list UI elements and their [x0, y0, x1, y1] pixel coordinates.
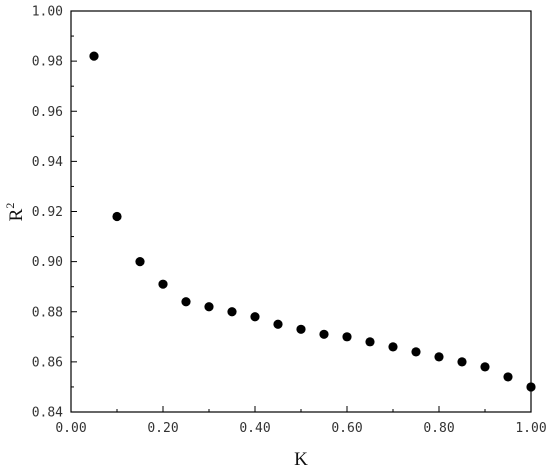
data-point [227, 307, 237, 317]
y-tick-label: 0.84 [32, 406, 63, 421]
data-point [112, 211, 122, 222]
x-tick-label: 0.00 [55, 421, 86, 436]
y-axis-title-main: R [6, 208, 27, 221]
y-tick-label: 0.90 [32, 255, 63, 270]
x-tick-label: 0.60 [331, 421, 362, 436]
x-tick-label: 0.80 [423, 421, 454, 436]
data-point [158, 279, 168, 289]
data-point [250, 312, 260, 322]
y-axis-title-superscript: 2 [3, 203, 17, 209]
y-tick-label: 0.92 [32, 205, 63, 220]
x-axis: 0.00 0.20 0.40 0.60 0.80 1.00 [55, 406, 547, 436]
y-tick-label: 1.00 [32, 5, 63, 20]
y-tick-label: 0.88 [32, 305, 63, 320]
data-point [342, 332, 352, 342]
y-tick-label: 0.98 [32, 55, 63, 70]
data-point [388, 342, 398, 352]
data-point [411, 347, 421, 357]
data-point [503, 372, 513, 382]
data-point [480, 362, 490, 372]
data-point [89, 51, 99, 61]
data-point [319, 329, 329, 339]
plot-frame [70, 10, 532, 413]
data-point [365, 337, 375, 347]
y-tick-label: 0.86 [32, 355, 63, 370]
data-point [296, 324, 306, 334]
y-axis-title: R2 [3, 203, 27, 222]
data-point [526, 382, 536, 392]
data-point [181, 297, 191, 307]
x-tick-label: 0.40 [239, 421, 270, 436]
x-tick-label: 1.00 [515, 421, 546, 436]
data-point [204, 302, 214, 312]
y-axis: 0.84 0.86 0.88 0.90 0.92 0.94 0.96 0.98 1.00 [32, 5, 77, 421]
x-tick-label: 0.20 [147, 421, 178, 436]
y-tick-label: 0.94 [32, 155, 63, 170]
data-point [434, 352, 444, 362]
x-axis-title: K [294, 449, 308, 470]
data-point [135, 257, 145, 267]
y-tick-label: 0.96 [32, 105, 63, 120]
data-points [89, 51, 536, 392]
data-point [273, 319, 283, 329]
data-point [457, 357, 467, 367]
